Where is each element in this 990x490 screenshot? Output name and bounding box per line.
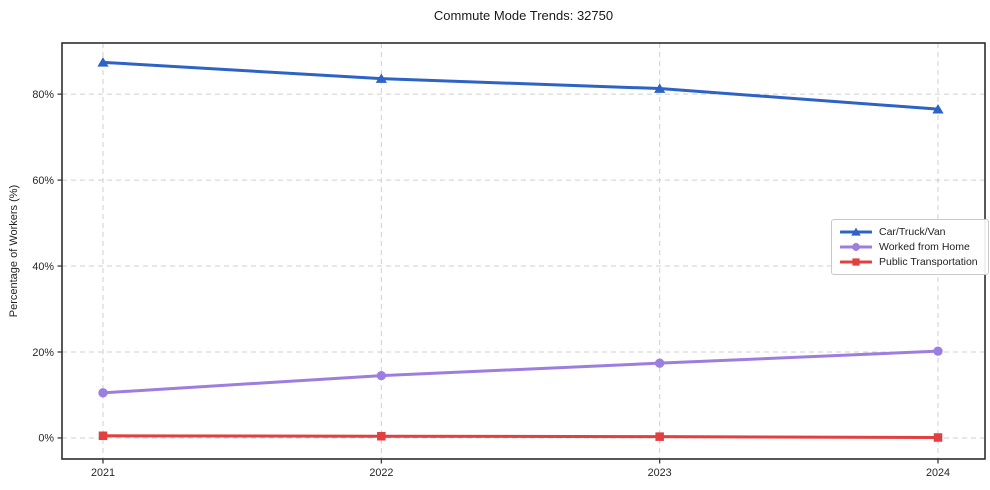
marker-car-truck-van — [375, 73, 387, 83]
legend-marker-square — [852, 258, 860, 266]
marker-public-transportation — [98, 431, 108, 441]
series-line-worked-from-home — [101, 349, 940, 395]
x-tick-label: 2024 — [926, 467, 950, 479]
x-tick-label: 2021 — [91, 467, 115, 479]
series-line-car-truck-van — [101, 60, 940, 111]
x-tick-label: 2023 — [648, 467, 672, 479]
chart-title: Commute Mode Trends: 32750 — [433, 8, 614, 23]
x-tick-label: 2022 — [369, 467, 393, 479]
legend-item-public-transportation: Public Transportation — [840, 256, 978, 268]
marker-car-truck-van — [932, 103, 944, 114]
legend-marker-circle — [852, 243, 860, 251]
legend-label: Car/Truck/Van — [879, 226, 946, 238]
marker-car-truck-van — [97, 57, 109, 67]
marker-public-transportation — [933, 433, 943, 442]
legend-label: Worked from Home — [879, 241, 970, 253]
legend-sample-worked-from-home — [840, 243, 872, 251]
marker-public-transportation — [377, 431, 386, 441]
legend-sample-car-truck-van — [840, 227, 872, 236]
y-tick-label: 20% — [32, 347, 54, 359]
legend-sample-public-transportation — [840, 258, 872, 266]
y-tick-label: 0% — [38, 433, 54, 445]
marker-car-truck-van — [654, 83, 666, 93]
marker-public-transportation — [655, 432, 664, 441]
marker-worked-from-home — [376, 370, 387, 381]
y-tick-label: 80% — [32, 89, 54, 101]
series-line-public-transportation — [101, 434, 940, 440]
y-tick-label: 60% — [32, 175, 54, 187]
legend: Car/Truck/Van Worked from Home Public Tran… — [831, 219, 989, 275]
marker-worked-from-home — [98, 388, 108, 398]
legend-item-worked-from-home: Worked from Home — [840, 241, 978, 253]
legend-label: Public Transportation — [879, 256, 978, 268]
marker-worked-from-home — [933, 346, 943, 356]
marker-worked-from-home — [654, 358, 665, 368]
legend-item-car-truck-van: Car/Truck/Van — [840, 226, 978, 238]
y-tick-label: 40% — [32, 261, 54, 273]
legend-marker-triangle — [851, 227, 861, 236]
